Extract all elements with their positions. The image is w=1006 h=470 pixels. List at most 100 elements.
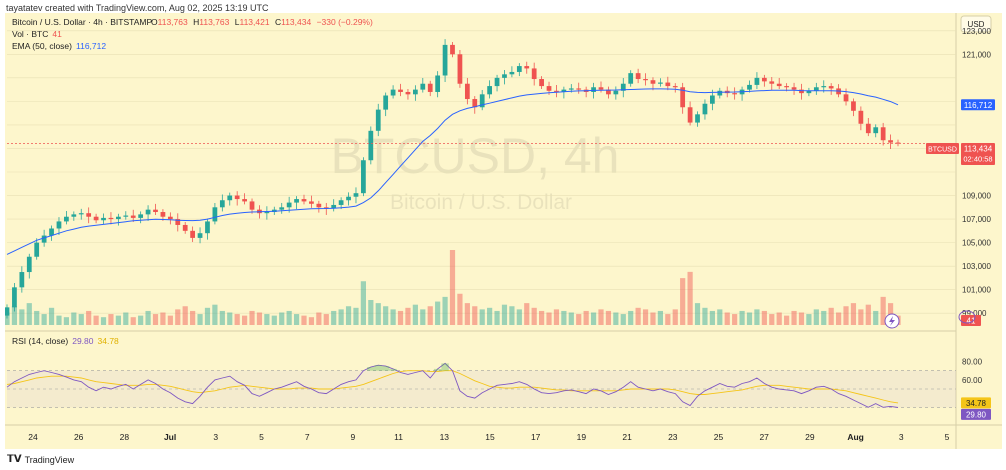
- chart-frame: BTCUSD, 4h Bitcoin / U.S. Dollar Bitcoin…: [4, 13, 1002, 449]
- rsi-tick-label: 60.00: [962, 376, 983, 385]
- time-tick-label: 27: [759, 432, 769, 442]
- time-tick-label: 19: [577, 432, 587, 442]
- candle-body: [650, 80, 656, 84]
- candle-body: [880, 127, 886, 141]
- tradingview-logo-icon: 𝗧𝗩: [7, 454, 22, 465]
- svg-text:34.78: 34.78: [966, 399, 987, 408]
- volume-bar: [271, 315, 277, 325]
- volume-bar: [383, 306, 389, 325]
- volume-bar: [598, 309, 604, 325]
- volume-bar: [93, 315, 99, 325]
- price-tick-label: 109,000: [962, 192, 991, 201]
- candle-body: [264, 212, 270, 214]
- candle-body: [442, 44, 448, 76]
- volume-bar: [152, 314, 159, 325]
- candle-body: [843, 94, 849, 102]
- volume-bar: [48, 307, 55, 325]
- candle-body: [806, 90, 812, 94]
- price-tick-label: 101,000: [962, 286, 991, 295]
- volume-bar: [694, 303, 701, 325]
- candle-body: [888, 140, 893, 143]
- candle-body: [813, 87, 819, 91]
- lightning-icon[interactable]: [884, 313, 900, 329]
- candle-body: [450, 44, 455, 55]
- price-tick-label: 123,000: [962, 27, 991, 36]
- volume-bar: [353, 307, 359, 325]
- currency-label: USD: [968, 20, 985, 29]
- volume-bar: [331, 310, 337, 325]
- volume-bar: [123, 312, 129, 325]
- rsi-ma-badge: 34.78: [961, 397, 991, 409]
- volume-bar: [702, 307, 708, 325]
- candle-body: [294, 199, 299, 203]
- ohlc-readout: O113,763 H113,763 L113,421 C113,434 −330…: [151, 17, 373, 27]
- candle-body: [531, 68, 537, 80]
- price-tick-label: 105,000: [962, 239, 991, 248]
- candle-body: [390, 89, 396, 96]
- volume-bar: [242, 315, 248, 325]
- symbol-price-badge: BTCUSD: [926, 143, 959, 154]
- volume-legend[interactable]: Vol · BTC 41: [12, 29, 62, 39]
- volume-bar: [412, 304, 418, 325]
- price-chart[interactable]: BTCUSD, 4h Bitcoin / U.S. Dollar Bitcoin…: [4, 13, 1002, 449]
- volume-bar: [828, 307, 834, 325]
- volume-bar: [338, 309, 344, 325]
- candle-body: [78, 213, 84, 215]
- volume-bar: [234, 314, 240, 325]
- time-tick-label: 11: [394, 432, 403, 442]
- volume-bar: [19, 309, 25, 325]
- candle-body: [353, 193, 359, 197]
- ema-legend[interactable]: EMA (50, close) 116,712: [12, 41, 106, 51]
- candle-body: [175, 219, 181, 225]
- candle-body: [316, 203, 322, 208]
- rsi-overbought-fill: [381, 366, 390, 371]
- candle-body: [754, 77, 760, 85]
- volume-bar: [308, 317, 315, 325]
- volume-bar: [34, 310, 40, 325]
- volume-bar: [345, 306, 352, 325]
- ohlc-open: 113,763: [158, 17, 188, 27]
- candle-body: [383, 95, 389, 110]
- symbol-line[interactable]: Bitcoin / U.S. Dollar · 4h · BITSTAMP: [12, 17, 152, 27]
- candle-body: [190, 230, 196, 238]
- volume-bar: [850, 303, 857, 325]
- candle-body: [873, 127, 879, 134]
- volume-bar: [687, 271, 693, 325]
- volume-bar: [836, 312, 842, 325]
- currency-button[interactable]: USD: [960, 15, 992, 33]
- volume-bar: [435, 301, 441, 325]
- volume-bar: [568, 312, 574, 325]
- price-axis[interactable]: 99,000 101,000 103,000 105,000 107,000 109,00…: [962, 27, 991, 318]
- candle-body: [606, 89, 611, 95]
- volume-bars: [4, 250, 901, 325]
- candle-body: [643, 79, 648, 81]
- volume-bar: [279, 312, 285, 325]
- volume-bar: [71, 312, 77, 325]
- watermark-title: BTCUSD, 4h: [331, 128, 620, 184]
- candle-body: [546, 86, 552, 91]
- rsi-overbought-fill: [374, 365, 382, 371]
- time-axis[interactable]: 24 26 28 Jul 3 5 7 9 11 13 15 17 19 21 23 25 27 29 Aug 3 5: [28, 432, 949, 442]
- volume-bar: [509, 306, 515, 325]
- candle-body: [182, 224, 188, 231]
- volume-bar: [657, 310, 663, 325]
- rsi-legend[interactable]: RSI (14, close) 29.80 34.78: [12, 336, 119, 346]
- volume-bar: [442, 296, 448, 325]
- volume-bar: [717, 309, 723, 325]
- volume-bar: [405, 307, 411, 325]
- volume-bar: [145, 310, 151, 325]
- candle-body: [420, 83, 426, 90]
- volume-bar: [449, 250, 456, 325]
- candle-body: [680, 87, 686, 108]
- rsi-legend-label: RSI (14, close): [12, 336, 68, 346]
- volume-bar: [182, 306, 188, 325]
- volume-bar: [776, 312, 782, 325]
- candle-body: [494, 77, 500, 87]
- volume-bar: [754, 309, 760, 325]
- candle-body: [776, 83, 782, 87]
- tradingview-logo[interactable]: 𝗧𝗩 TradingView: [7, 454, 74, 465]
- flag-icon[interactable]: [958, 310, 976, 324]
- symbol-legend[interactable]: Bitcoin / U.S. Dollar · 4h · BITSTAMP O1…: [12, 17, 373, 27]
- volume-bar: [650, 312, 656, 325]
